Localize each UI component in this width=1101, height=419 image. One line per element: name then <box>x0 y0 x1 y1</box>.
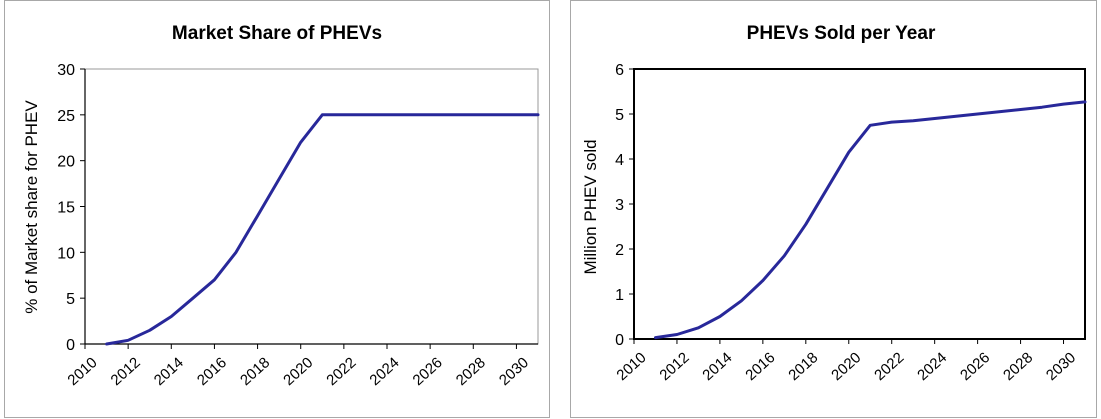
x-tick-label: 2014 <box>699 349 735 384</box>
x-tick-label: 2028 <box>1000 349 1036 384</box>
x-tick-label: 2024 <box>914 349 950 384</box>
y-tick-label: 10 <box>57 245 75 262</box>
x-tick-label: 2020 <box>828 349 864 384</box>
y-tick-label: 3 <box>615 197 624 214</box>
x-tick-label: 2028 <box>453 354 489 389</box>
plot-area-frame <box>84 68 539 345</box>
y-tick-label: 0 <box>66 337 75 354</box>
x-tick-label: 2012 <box>656 349 692 384</box>
x-tick-label: 2030 <box>1043 349 1079 384</box>
x-tick-label: 2016 <box>194 354 230 389</box>
x-tick-label: 2026 <box>410 354 446 389</box>
x-tick-label: 2024 <box>366 354 402 389</box>
y-tick-label: 20 <box>57 154 75 171</box>
y-tick-label: 30 <box>57 62 75 79</box>
y-axis-label: Million PHEV sold <box>581 139 600 274</box>
x-tick-label: 2012 <box>108 354 144 389</box>
x-tick-label: 2022 <box>323 354 359 389</box>
chart-marks: 0 5 10 15 20 25 30 2010 2012 2014 2016 2018 2020 2022… <box>57 62 540 389</box>
chart-panel-phevs-sold: PHEVs Sold per Year Million PHEV sold 0 1… <box>570 0 1097 418</box>
y-tick-label: 4 <box>615 152 624 169</box>
y-tick-label: 6 <box>615 62 624 79</box>
x-tick-label: 2030 <box>496 354 532 389</box>
y-axis-label: % of Market share for PHEV <box>22 100 41 314</box>
phevs-sold-chart: PHEVs Sold per Year Million PHEV sold 0 1… <box>581 23 1087 384</box>
chart-title: PHEVs Sold per Year <box>747 23 936 44</box>
x-tick-label: 2020 <box>280 354 316 389</box>
x-tick-label: 2014 <box>151 354 187 389</box>
x-tick-label: 2010 <box>64 354 100 389</box>
series-line <box>105 113 540 346</box>
y-tick-label: 0 <box>615 332 624 349</box>
y-tick-label: 25 <box>57 108 75 125</box>
x-tick-label: 2016 <box>742 349 778 384</box>
y-tick-label: 5 <box>615 107 624 124</box>
x-tick-label: 2018 <box>785 349 821 384</box>
y-tick-label: 2 <box>615 242 624 259</box>
chart-title: Market Share of PHEVs <box>172 23 382 44</box>
y-tick-label: 1 <box>615 287 624 304</box>
x-tick-label: 2018 <box>237 354 273 389</box>
market-share-chart: Market Share of PHEVs % of Market share … <box>22 23 540 389</box>
series-line <box>654 100 1087 340</box>
x-tick-label: 2010 <box>613 349 649 384</box>
chart-panel-market-share: Market Share of PHEVs % of Market share … <box>4 0 550 418</box>
y-tick-label: 5 <box>66 291 75 308</box>
x-tick-label: 2026 <box>957 349 993 384</box>
y-tick-label: 15 <box>57 200 75 217</box>
x-tick-label: 2022 <box>871 349 907 384</box>
